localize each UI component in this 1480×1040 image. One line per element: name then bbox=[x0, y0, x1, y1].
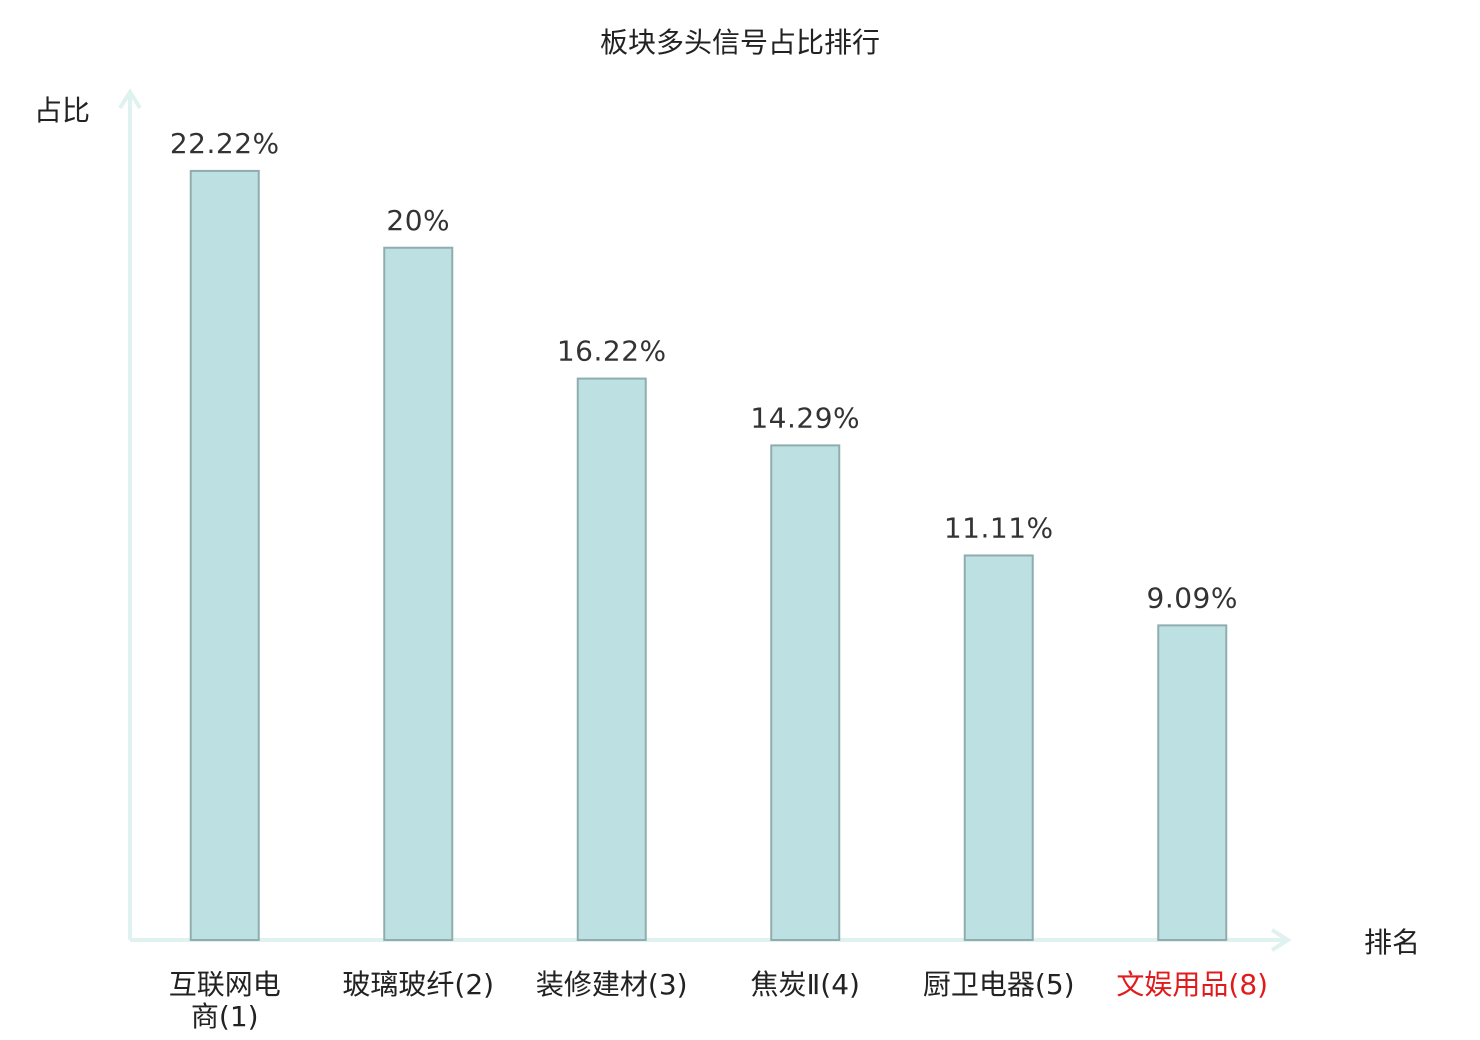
value-label-4: 14.29% bbox=[750, 401, 860, 434]
bars-group bbox=[189, 169, 1228, 942]
value-label-3: 16.22% bbox=[557, 335, 667, 368]
category-label-1-line-2: 商(1) bbox=[191, 1000, 259, 1033]
category-label-3: 装修建材(3) bbox=[536, 968, 688, 1001]
bar-5 bbox=[963, 554, 1034, 941]
bar-1 bbox=[189, 169, 260, 942]
bar-4 bbox=[770, 444, 841, 941]
value-label-5: 11.11% bbox=[944, 511, 1054, 544]
value-label-1: 22.22% bbox=[170, 127, 280, 160]
category-label-6: 文娱用品(8) bbox=[1116, 968, 1268, 1001]
x-axis-label: 排名 bbox=[1364, 926, 1420, 959]
value-label-6: 9.09% bbox=[1147, 581, 1238, 614]
y-axis-label: 占比 bbox=[34, 94, 90, 127]
chart-title: 板块多头信号占比排行 bbox=[600, 26, 880, 59]
bar-3 bbox=[576, 377, 647, 941]
category-label-4: 焦炭Ⅱ(4) bbox=[751, 968, 860, 1001]
bar-6 bbox=[1157, 624, 1228, 941]
category-label-5: 厨卫电器(5) bbox=[923, 968, 1075, 1001]
y-axis bbox=[118, 88, 142, 940]
value-label-2: 20% bbox=[386, 204, 450, 237]
category-label-2: 玻璃玻纤(2) bbox=[342, 968, 494, 1001]
bar-2 bbox=[383, 246, 454, 941]
x-axis bbox=[130, 928, 1292, 952]
value-labels-group: 22.22% 20% 16.22% 14.29% 11.11% 9.09% bbox=[170, 127, 1238, 614]
category-label-1-line-1: 互联网电 bbox=[169, 968, 281, 1001]
